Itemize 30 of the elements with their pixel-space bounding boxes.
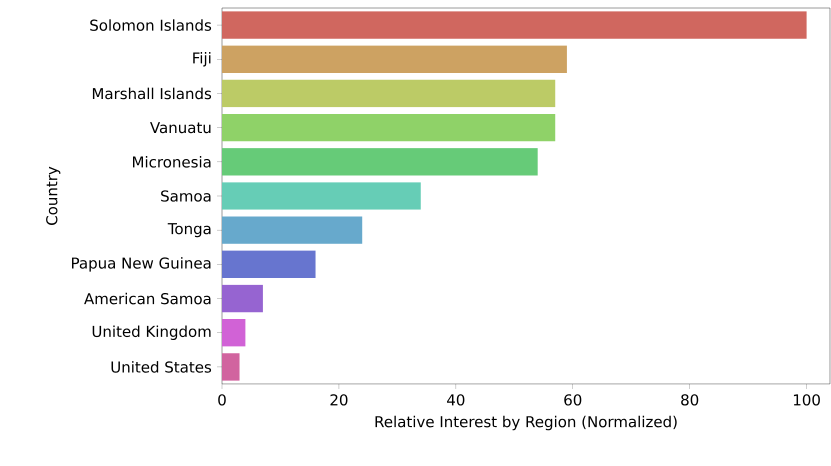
y-tick-label: Vanuatu — [150, 122, 210, 134]
bar — [222, 216, 362, 244]
x-tick-label: 20 — [330, 394, 348, 406]
y-tick-label: Micronesia — [133, 156, 210, 168]
bar — [222, 148, 538, 176]
x-tick-label: 60 — [564, 394, 582, 406]
y-tick-label: United States — [112, 361, 212, 373]
y-tick-label: Tonga — [168, 223, 210, 238]
y-tick-label: United Kingdom — [92, 325, 211, 340]
y-tick-label: Solomon Islands — [90, 19, 212, 31]
bar — [222, 319, 246, 346]
y-tick-label: American Samoa — [84, 292, 210, 304]
y-axis-title: Country — [46, 166, 60, 225]
bar — [222, 46, 567, 73]
y-tick-label: Fiji — [193, 52, 210, 67]
bar — [222, 182, 421, 210]
x-axis-title: Relative Interest by Region (Normalized) — [376, 416, 677, 430]
x-tick-label: 80 — [681, 394, 698, 406]
bar — [222, 250, 316, 278]
y-tick-label: Papua New Guinea — [72, 257, 210, 272]
x-tick-label: 100 — [794, 394, 820, 406]
x-tick-label: 0 — [218, 394, 226, 406]
bar — [222, 284, 263, 312]
y-tick-label: Samoa — [161, 190, 210, 202]
x-tick-label: 40 — [447, 394, 464, 406]
bar — [222, 11, 807, 39]
bar — [222, 353, 240, 381]
bar — [222, 114, 556, 142]
y-tick-label: Marshall Islands — [92, 88, 212, 100]
bar — [222, 80, 556, 108]
